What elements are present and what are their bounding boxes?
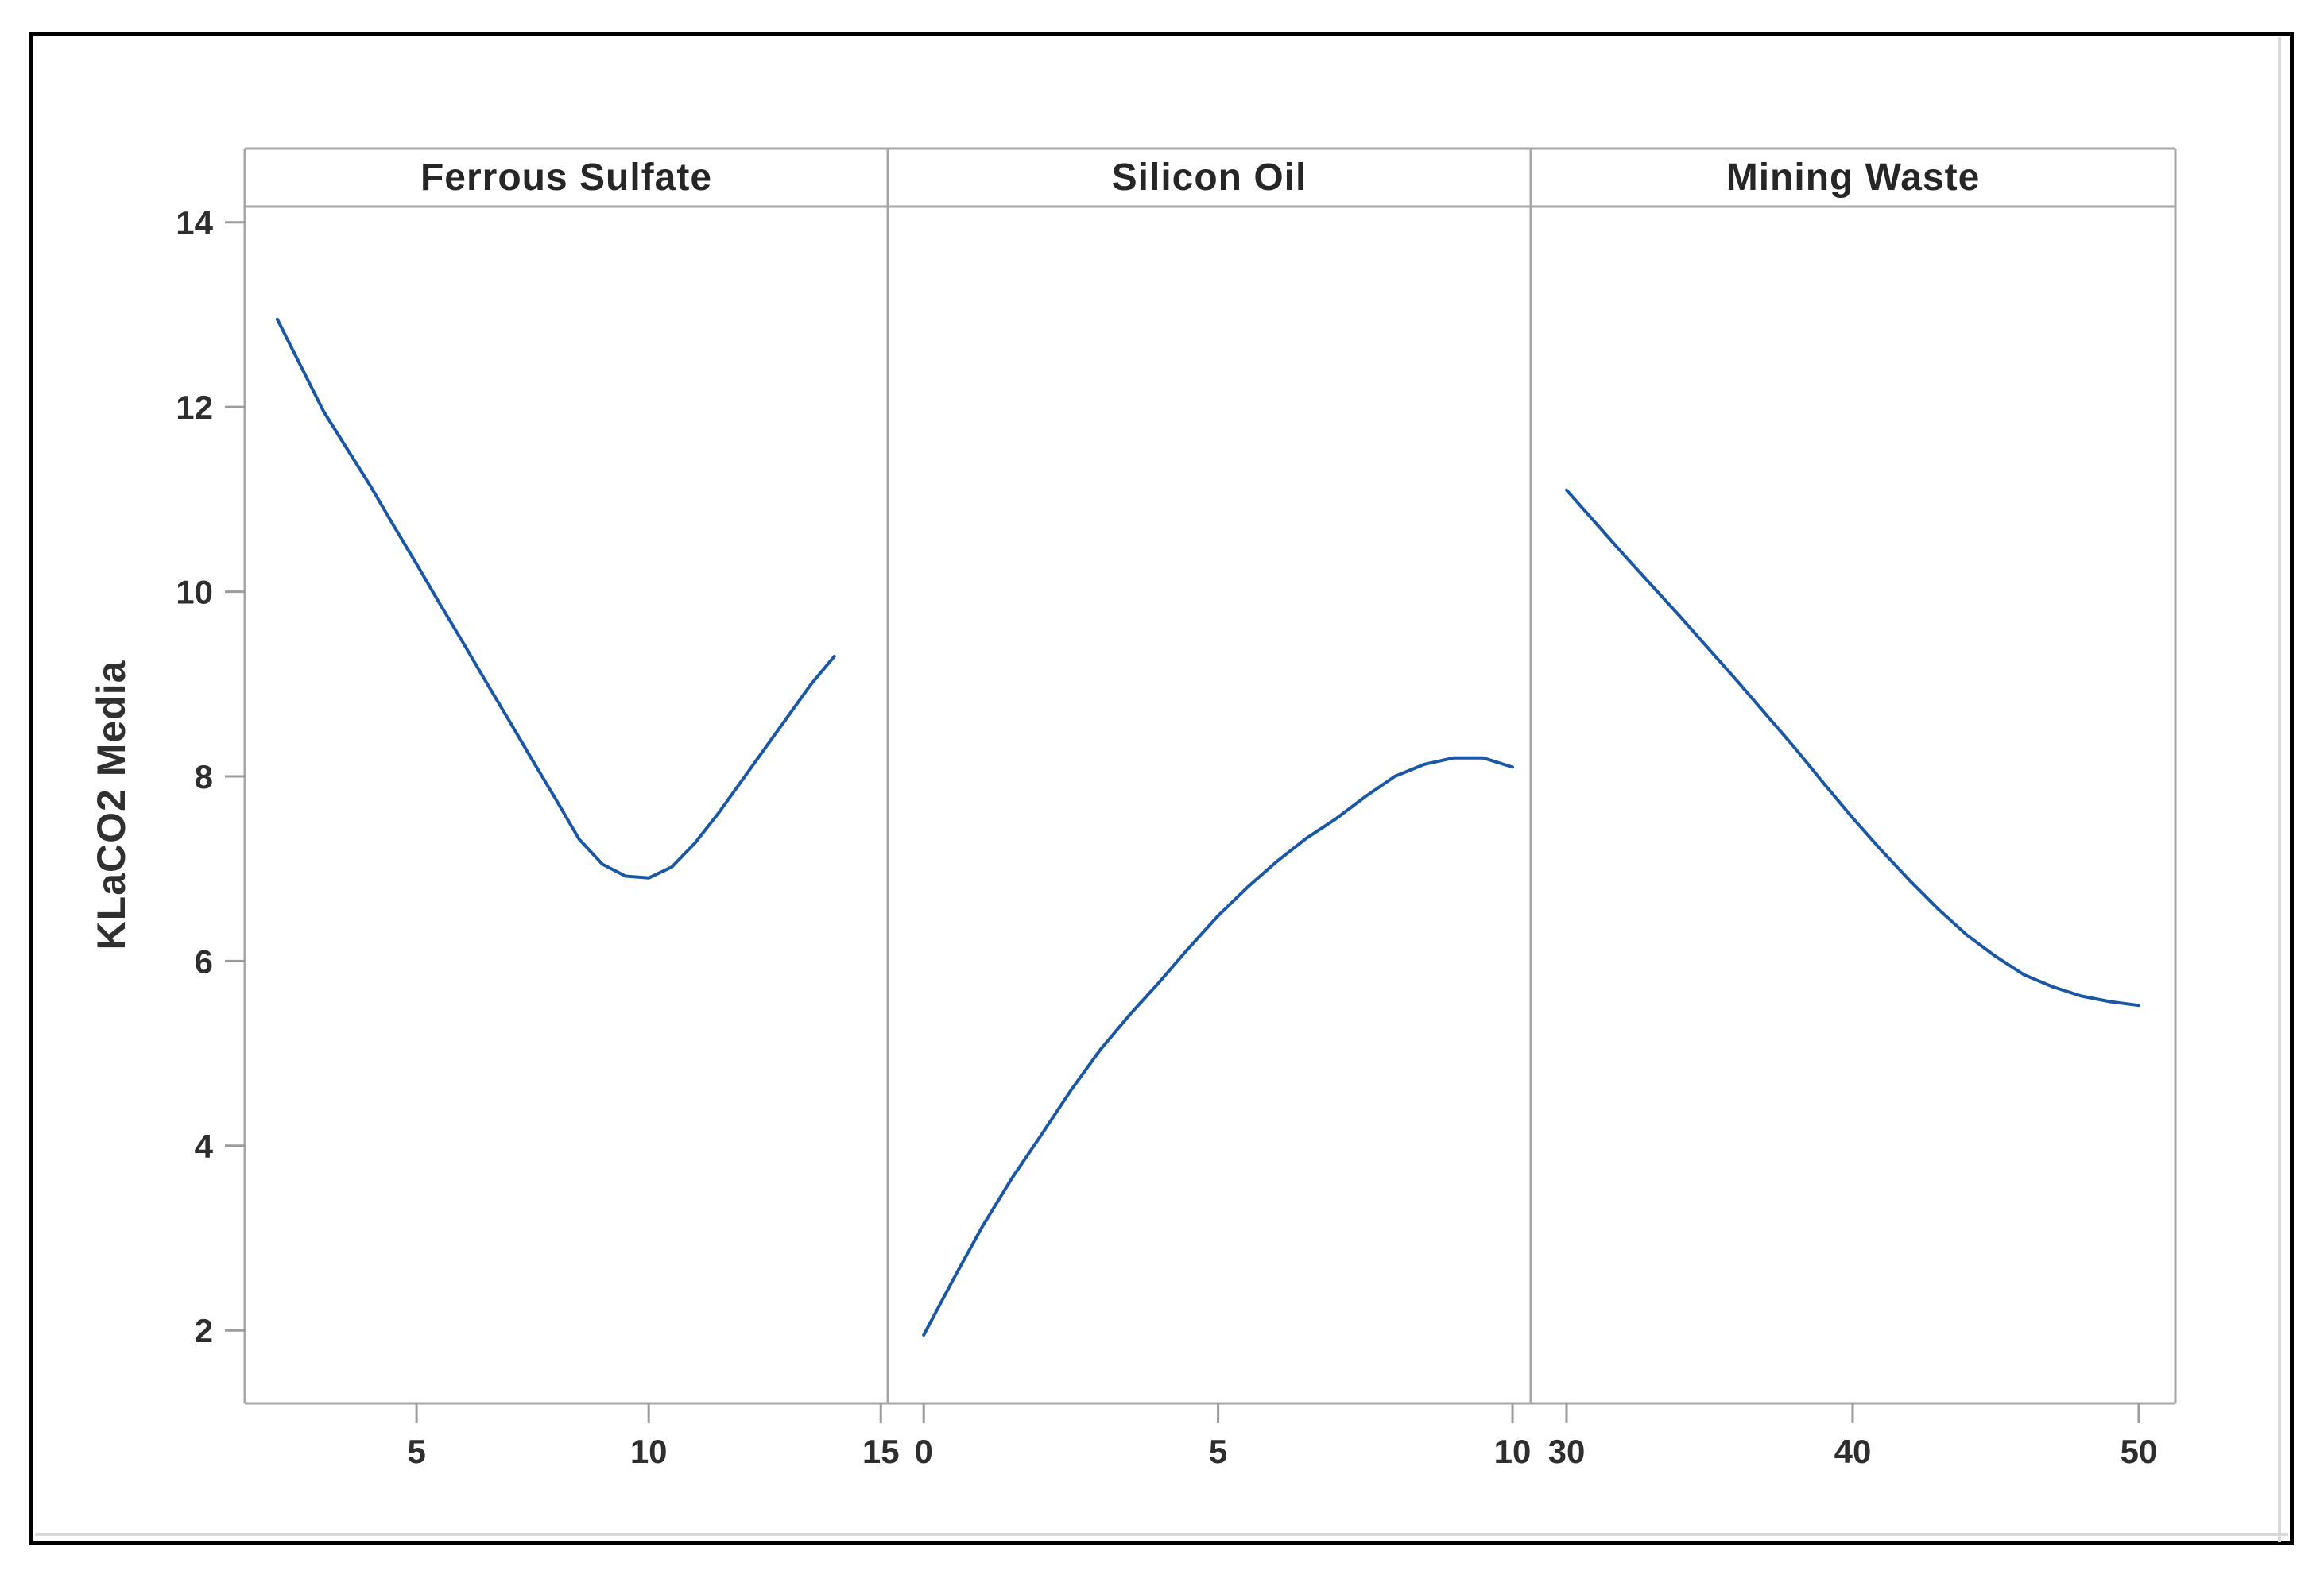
x-tick-label-mining-waste-40: 40 — [1834, 1433, 1872, 1470]
figure-border — [29, 32, 2294, 1545]
panel-title-silicon-oil: Silicon Oil — [1111, 157, 1307, 199]
x-tick-label-mining-waste-50: 50 — [2121, 1433, 2158, 1470]
panel-title-ferrous-sulfate: Ferrous Sulfate — [420, 157, 713, 199]
y-axis-title: KLaCO2 Media — [89, 660, 134, 950]
x-tick-label-silicon-oil-10: 10 — [1494, 1433, 1532, 1470]
x-tick-label-silicon-oil-0: 0 — [915, 1433, 933, 1470]
x-tick-label-ferrous-sulfate-15: 15 — [862, 1433, 900, 1470]
y-tick-label-12: 12 — [176, 389, 213, 426]
panel-title-mining-waste: Mining Waste — [1726, 157, 1981, 199]
x-tick-label-ferrous-sulfate-5: 5 — [407, 1433, 425, 1470]
y-tick-label-8: 8 — [195, 758, 213, 795]
y-tick-label-2: 2 — [195, 1312, 213, 1349]
y-tick-label-14: 14 — [176, 204, 213, 242]
x-tick-label-ferrous-sulfate-10: 10 — [630, 1433, 668, 1470]
y-tick-label-6: 6 — [195, 942, 213, 980]
y-tick-label-4: 4 — [195, 1128, 214, 1165]
fitted-line-mining-waste — [1565, 488, 2140, 1008]
fitted-line-ferrous-sulfate — [275, 317, 836, 880]
x-tick-label-silicon-oil-5: 5 — [1209, 1433, 1227, 1470]
x-tick-label-mining-waste-30: 30 — [1548, 1433, 1586, 1470]
y-tick-label-10: 10 — [176, 574, 213, 611]
fitted-line-silicon-oil — [922, 756, 1514, 1337]
